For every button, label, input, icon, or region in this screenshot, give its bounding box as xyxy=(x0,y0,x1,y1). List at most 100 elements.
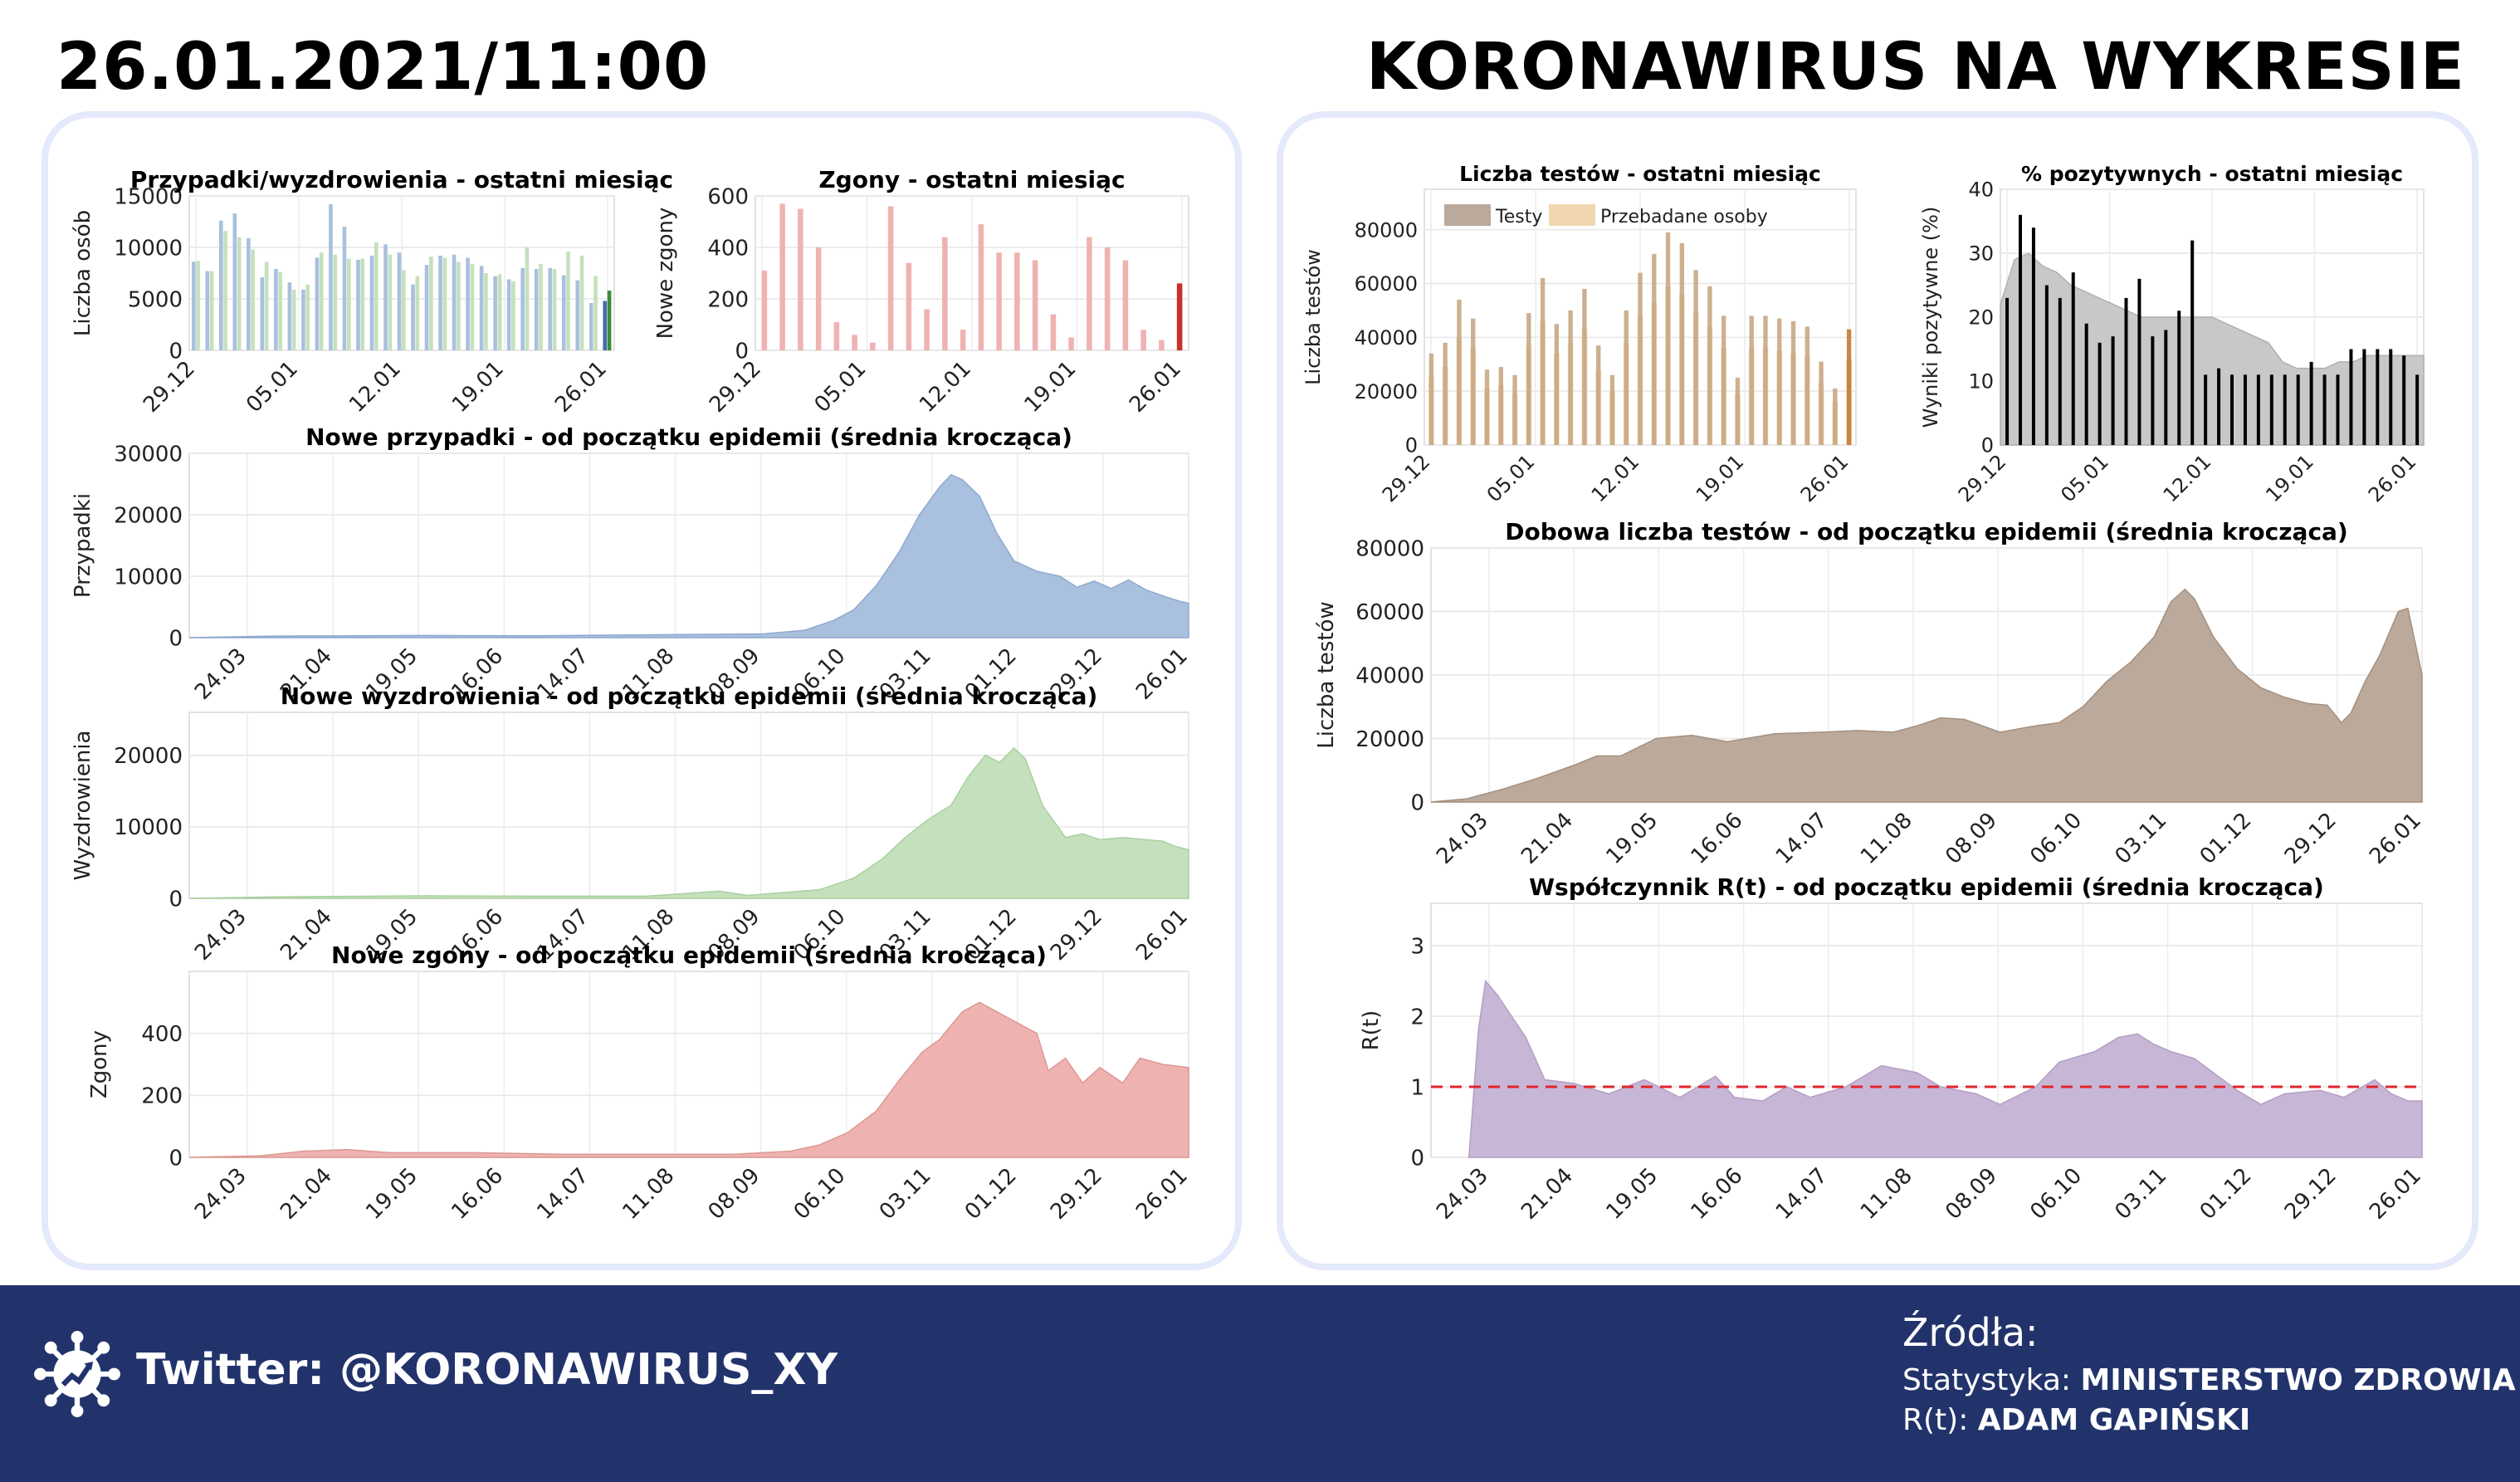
positive-month-bar xyxy=(2283,374,2287,445)
positive-month-bar xyxy=(2044,285,2049,445)
tests-total-ytick-label: 80000 xyxy=(1355,536,1424,561)
cases-month-bar-cases xyxy=(247,237,251,350)
tests-month-bar-tests xyxy=(1540,277,1546,445)
cases-month-bar-cases xyxy=(603,301,608,350)
cases-month-bar-cases xyxy=(520,267,525,350)
cases-month-bar-cases xyxy=(424,265,429,350)
tests-month-ytick-label: 40000 xyxy=(1355,326,1418,350)
deaths-month-bar xyxy=(798,208,803,350)
tests-month-bar-tests xyxy=(1707,286,1712,445)
cases-month-bar-cases xyxy=(561,275,566,350)
recoveries-total-series-area xyxy=(188,747,1189,899)
deaths-month-bar xyxy=(833,321,840,350)
tests-month-bar-tests xyxy=(1652,253,1657,445)
cases-month-bar-recoveries xyxy=(209,271,214,350)
positive-month-xtick-label: 12.01 xyxy=(2159,450,2215,506)
cases-month-ytick-label: 0 xyxy=(168,339,183,364)
cases-month-bar-recoveries xyxy=(525,247,530,350)
cases-month-bar-recoveries xyxy=(593,276,598,350)
cases-month-bar-recoveries xyxy=(360,258,365,350)
tests-total-xtick-label: 19.05 xyxy=(1601,808,1663,869)
positive-month-bar xyxy=(2389,349,2393,445)
deaths-month-bar xyxy=(852,335,857,350)
tests-total-xtick-label: 11.08 xyxy=(1856,808,1917,869)
tests-month-xtick-label: 26.01 xyxy=(1796,450,1853,506)
positive-month-bar xyxy=(2336,374,2340,445)
deaths-month-bar xyxy=(887,206,894,350)
tests-total-xtick-label: 21.04 xyxy=(1516,808,1578,869)
tests-month-bar-tests xyxy=(1679,242,1685,445)
cases-total-ytick-label: 30000 xyxy=(114,442,183,467)
rt-total-xtick-label: 11.08 xyxy=(1856,1163,1917,1225)
deaths-total-xtick-label: 16.06 xyxy=(447,1163,508,1225)
rt-total-series-area xyxy=(1468,979,2423,1158)
deaths-total-xtick-label: 06.10 xyxy=(789,1163,851,1225)
sources-heading: Źródła: xyxy=(1902,1310,2039,1355)
positive-month-xtick-label: 26.01 xyxy=(2364,450,2420,506)
cases-month-bar-recoveries xyxy=(470,263,475,350)
cases-month-bar-cases xyxy=(575,280,580,350)
cases-month-bar-cases xyxy=(219,220,223,350)
deaths-month-bar xyxy=(1104,247,1111,350)
cases-month-ylabel: Liczba osób xyxy=(71,210,95,336)
tests-month-ytick-label: 80000 xyxy=(1355,218,1418,242)
deaths-total-title: Nowe zgony - od początku epidemii (średn… xyxy=(331,942,1047,969)
deaths-total-xtick-label: 21.04 xyxy=(276,1163,337,1225)
cases-month-bar-recoveries xyxy=(374,242,378,350)
cases-month-bar-recoveries xyxy=(442,257,447,350)
tests-month-bar-tests xyxy=(1457,299,1462,445)
tests-month-bar-tests xyxy=(1665,232,1671,445)
deaths-month-bar xyxy=(1068,337,1074,350)
rt-total-title: Współczynnik R(t) - od początku epidemii… xyxy=(1529,873,2324,901)
positive-month-bar xyxy=(2018,214,2022,445)
cases-month-bar-cases xyxy=(466,257,470,350)
cases-month-bar-cases xyxy=(260,276,265,350)
tests-month-bar-tests xyxy=(1638,272,1643,445)
tests-month-ylabel: Liczba testów xyxy=(1302,249,1325,385)
rt-total-ylabel: R(t) xyxy=(1359,1010,1384,1051)
positive-month-bar xyxy=(2177,311,2181,445)
deaths-month-bar xyxy=(761,270,768,350)
page-title: KORONAWIRUS NA WYKRESIE xyxy=(1365,30,2465,105)
cases-month-bar-cases xyxy=(506,279,511,350)
cases-total-ylabel: Przypadki xyxy=(71,493,95,598)
deaths-month-ytick-label: 200 xyxy=(707,287,749,312)
twitter-handle: Twitter: @KORONAWIRUS_XY xyxy=(136,1345,838,1395)
cases-total-series-area xyxy=(188,474,1189,638)
cases-month-bar-recoveries xyxy=(511,281,515,350)
positive-month-bar xyxy=(2164,330,2168,445)
deaths-month-ytick-label: 600 xyxy=(707,184,749,209)
cases-month-bar-cases xyxy=(274,269,278,350)
tests-month-legend-label: Przebadane osoby xyxy=(1600,207,1768,227)
positive-month-bar xyxy=(2402,355,2406,445)
cases-month-xtick-label: 19.01 xyxy=(447,356,509,418)
tests-month-legend-label: Testy xyxy=(1495,207,1542,227)
recoveries-total-ytick-label: 0 xyxy=(168,887,183,912)
positive-month-bar xyxy=(2204,374,2208,445)
cases-month-bar-recoveries xyxy=(579,255,584,350)
deaths-total-ytick-label: 400 xyxy=(141,1022,183,1047)
tests-month-bar-tests xyxy=(1568,310,1573,445)
recoveries-total-xtick-label: 26.01 xyxy=(1131,904,1193,966)
rt-total-xtick-label: 16.06 xyxy=(1687,1163,1748,1225)
positive-month-bar xyxy=(2084,323,2088,445)
tests-month-bar-tests xyxy=(1471,318,1476,445)
tests-month-bar-tests xyxy=(1833,388,1838,445)
deaths-total-series-area xyxy=(188,1001,1189,1158)
cases-month-bar-recoveries xyxy=(457,262,461,350)
tests-month-bar-tests xyxy=(1512,374,1517,445)
source-rt-value: ADAM GAPIŃSKI xyxy=(1977,1403,2251,1437)
rt-total-xtick-label: 14.07 xyxy=(1771,1163,1833,1225)
rt-total-xtick-label: 21.04 xyxy=(1516,1163,1578,1225)
deaths-month-bar xyxy=(870,342,876,350)
deaths-month-bar xyxy=(978,224,984,350)
deaths-total-ytick-label: 0 xyxy=(168,1146,183,1171)
rt-total-xtick-label: 19.05 xyxy=(1601,1163,1663,1225)
positive-month-bar xyxy=(2151,336,2155,445)
virus-icon xyxy=(34,1331,120,1417)
positive-month-xtick-label: 19.01 xyxy=(2261,450,2317,506)
cases-month-bar-recoveries xyxy=(346,258,351,350)
tests-total-xtick-label: 29.12 xyxy=(2280,808,2342,869)
deaths-month-bar xyxy=(1032,260,1038,350)
positive-month-ytick-label: 20 xyxy=(1968,306,1994,330)
